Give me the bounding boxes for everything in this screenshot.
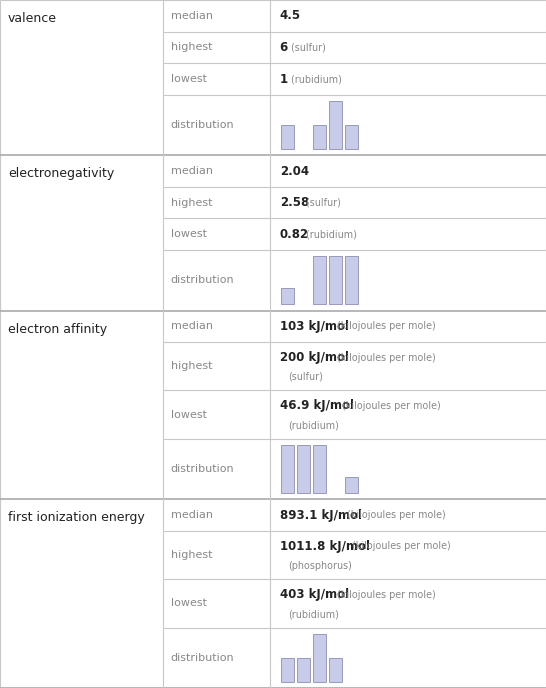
Bar — [329, 101, 342, 149]
Bar — [297, 658, 310, 682]
Text: (phosphorus): (phosphorus) — [288, 561, 352, 570]
Text: median: median — [171, 11, 213, 21]
Text: distribution: distribution — [171, 653, 234, 663]
Bar — [345, 125, 358, 149]
Text: lowest: lowest — [171, 74, 207, 84]
Text: (rubidium): (rubidium) — [300, 229, 357, 239]
Text: 200 kJ/mol: 200 kJ/mol — [280, 351, 349, 364]
Text: 6: 6 — [280, 41, 288, 54]
Bar — [313, 445, 326, 493]
Text: (rubidium): (rubidium) — [288, 609, 339, 619]
Bar — [281, 288, 294, 305]
Text: (sulfur): (sulfur) — [285, 43, 326, 52]
Bar — [313, 256, 326, 305]
Text: median: median — [171, 166, 213, 176]
Text: median: median — [171, 510, 213, 520]
Text: 0.82: 0.82 — [280, 228, 309, 241]
Text: (kilojoules per mole): (kilojoules per mole) — [331, 321, 436, 332]
Bar — [281, 445, 294, 493]
Bar — [345, 256, 358, 305]
Text: first ionization energy: first ionization energy — [8, 511, 145, 524]
Text: 893.1 kJ/mol: 893.1 kJ/mol — [280, 508, 361, 522]
Text: lowest: lowest — [171, 229, 207, 239]
Text: electronegativity: electronegativity — [8, 167, 114, 180]
Text: 46.9 kJ/mol: 46.9 kJ/mol — [280, 400, 354, 413]
Bar — [329, 658, 342, 682]
Text: highest: highest — [171, 43, 212, 52]
Text: 103 kJ/mol: 103 kJ/mol — [280, 320, 349, 333]
Text: 403 kJ/mol: 403 kJ/mol — [280, 588, 349, 601]
Text: highest: highest — [171, 550, 212, 560]
Text: (kilojoules per mole): (kilojoules per mole) — [346, 541, 451, 551]
Text: median: median — [171, 321, 213, 332]
Text: lowest: lowest — [171, 409, 207, 420]
Bar — [281, 658, 294, 682]
Text: 1: 1 — [280, 72, 288, 85]
Text: (kilojoules per mole): (kilojoules per mole) — [331, 353, 436, 363]
Text: electron affinity: electron affinity — [8, 323, 107, 336]
Bar — [329, 256, 342, 305]
Text: lowest: lowest — [171, 599, 207, 608]
Bar — [313, 125, 326, 149]
Text: (kilojoules per mole): (kilojoules per mole) — [331, 590, 436, 600]
Text: (sulfur): (sulfur) — [300, 197, 341, 208]
Bar — [345, 477, 358, 493]
Text: 1011.8 kJ/mol: 1011.8 kJ/mol — [280, 540, 370, 553]
Text: highest: highest — [171, 197, 212, 208]
Text: 4.5: 4.5 — [280, 10, 301, 22]
Text: (kilojoules per mole): (kilojoules per mole) — [336, 401, 441, 411]
Text: distribution: distribution — [171, 275, 234, 286]
Bar — [297, 445, 310, 493]
Text: 2.58: 2.58 — [280, 196, 309, 209]
Text: valence: valence — [8, 12, 57, 25]
Text: (rubidium): (rubidium) — [285, 74, 342, 84]
Text: 2.04: 2.04 — [280, 164, 309, 178]
Bar — [313, 634, 326, 682]
Text: (kilojoules per mole): (kilojoules per mole) — [341, 510, 446, 520]
Bar — [281, 125, 294, 149]
Text: (rubidium): (rubidium) — [288, 420, 339, 430]
Text: (sulfur): (sulfur) — [288, 372, 323, 382]
Text: distribution: distribution — [171, 464, 234, 474]
Text: distribution: distribution — [171, 120, 234, 130]
Text: highest: highest — [171, 361, 212, 372]
